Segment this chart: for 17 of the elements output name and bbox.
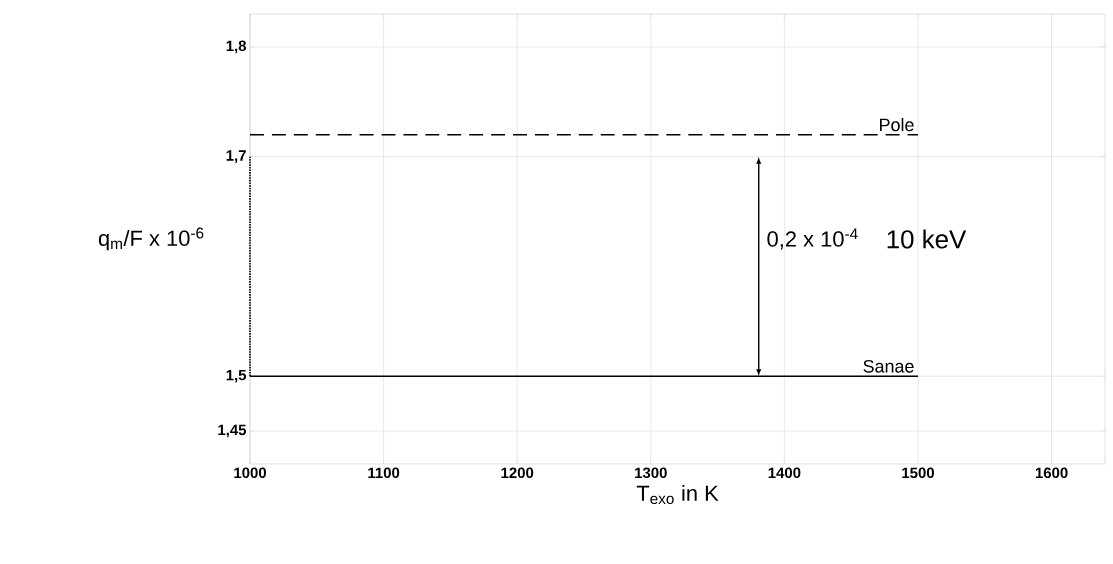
x-axis-title: T$_{exo}$ in K	[636, 484, 719, 505]
x-tick-label: 1400	[768, 467, 801, 479]
y-tick-label: 1,8	[226, 40, 247, 54]
x-tick-label: 1600	[1035, 467, 1068, 479]
x-tick-label: 1100	[368, 467, 400, 479]
x-tick-label: 1500	[902, 467, 934, 479]
x-tick-label: 1300	[635, 467, 667, 479]
annotation: 0,2 x 10$^{-4}$	[767, 228, 858, 250]
y-axis-title: q$_{m}$/F x 10$^{-6}$	[98, 227, 204, 251]
x-tick-label: 1200	[501, 467, 534, 479]
y-tick-label: 1,5	[226, 369, 247, 383]
x-tick-label: 1000	[234, 467, 266, 479]
y-tick-label: 1,7	[226, 150, 246, 163]
series-label: Pole	[880, 118, 914, 132]
annotation: 10 keV	[887, 229, 967, 249]
y-tick-label: 1,45	[218, 424, 247, 438]
series-label: Sanae	[863, 359, 914, 373]
